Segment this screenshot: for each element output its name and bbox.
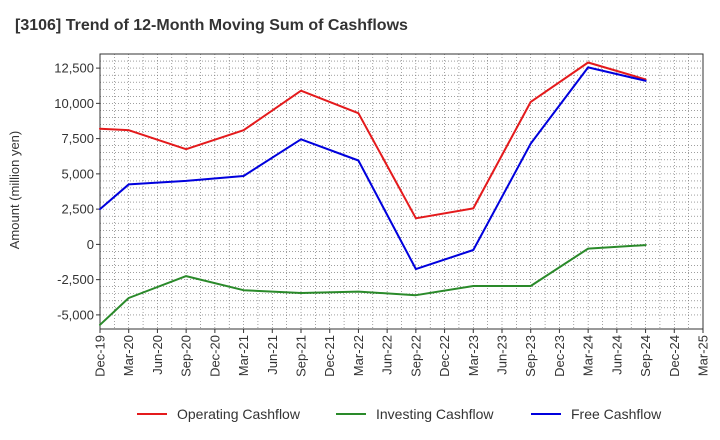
x-tick-label: Jun-24: [609, 335, 624, 375]
legend-label: Operating Cashflow: [177, 406, 301, 422]
x-tick-label: Sep-21: [294, 335, 309, 377]
legend-item-operating-cashflow: Operating Cashflow: [137, 406, 301, 422]
x-tick-label: Mar-20: [121, 335, 136, 376]
legend-item-free-cashflow: Free Cashflow: [531, 406, 662, 422]
investing-cashflow-line: [99, 244, 647, 326]
x-tick-label: Mar-24: [581, 335, 596, 376]
x-tick-label: Sep-24: [638, 335, 653, 377]
x-tick-label: Sep-20: [179, 335, 194, 377]
x-tick-label: Mar-22: [351, 335, 366, 376]
x-tick-label: Sep-22: [408, 335, 423, 377]
y-tick-label: -2,500: [57, 272, 94, 287]
grid-lines: [99, 54, 704, 329]
chart-axes: 12,500 10,000 7,500 5,000 2,500 0 -2,500 -5,000…: [54, 53, 711, 377]
y-tick-label: 12,500: [54, 61, 94, 76]
x-tick-label: Dec-19: [93, 335, 108, 377]
y-tick-label: 10,000: [54, 96, 94, 111]
chart-title: [3106] Trend of 12-Month Moving Sum of C…: [15, 17, 408, 34]
x-tick-label: Mar-21: [236, 335, 251, 376]
x-tick-label: Jun-21: [265, 335, 280, 375]
x-tick-label: Dec-21: [322, 335, 337, 377]
x-tick-label: Jun-20: [150, 335, 165, 375]
series-lines: [99, 61, 647, 326]
legend-item-investing-cashflow: Investing Cashflow: [336, 406, 494, 422]
x-tick-label: Jun-23: [495, 335, 510, 375]
x-tick-label: Jun-22: [380, 335, 395, 375]
x-tick-label: Dec-20: [207, 335, 222, 377]
y-tick-label: 5,000: [61, 166, 94, 181]
chart-legend: Operating Cashflow Investing Cashflow Free…: [137, 406, 662, 422]
x-tick-label: Dec-23: [552, 335, 567, 377]
y-tick-label: 7,500: [61, 131, 94, 146]
x-tick-label: Dec-24: [667, 335, 682, 377]
y-tick-label: 0: [87, 237, 94, 252]
x-tick-label: Dec-22: [437, 335, 452, 377]
operating-cashflow-line: [99, 61, 647, 220]
plot-border: [99, 53, 704, 330]
y-axis-label: Amount (million yen): [7, 131, 22, 250]
x-tick-label: Mar-23: [466, 335, 481, 376]
x-tick-label: Sep-23: [523, 335, 538, 377]
x-tick-label: Mar-25: [696, 335, 711, 376]
legend-label: Investing Cashflow: [376, 406, 494, 422]
free-cashflow-line: [99, 66, 647, 271]
y-tick-label: -5,000: [57, 307, 94, 322]
y-tick-label: 2,500: [61, 202, 94, 217]
legend-label: Free Cashflow: [571, 406, 662, 422]
